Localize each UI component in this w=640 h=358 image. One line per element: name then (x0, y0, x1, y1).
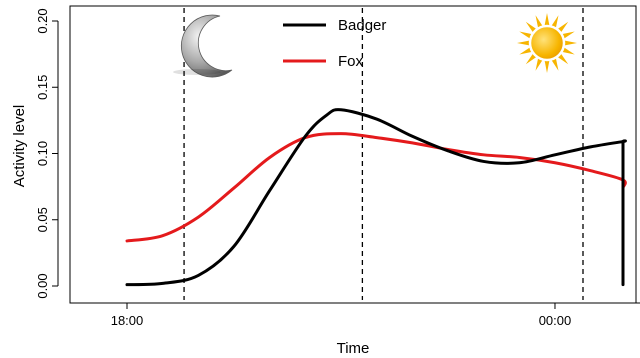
y-axis: 0.00 0.05 0.10 0.15 0.20 (35, 8, 59, 299)
legend: Badger Fox (283, 17, 386, 70)
x-tick-label: 18:00 (111, 313, 144, 328)
sun-ray (562, 31, 575, 39)
series-line-badger (125, 108, 627, 287)
sun-ray (557, 53, 569, 65)
x-axis-title: Time (337, 340, 370, 357)
x-tick-label: 00:00 (539, 313, 572, 328)
y-tick-label: 0.10 (35, 141, 50, 166)
moon-icon (173, 14, 233, 78)
sun-ray (544, 60, 550, 73)
sun-ray (557, 21, 569, 33)
sun-ray (562, 47, 575, 55)
y-tick-label: 0.20 (35, 8, 50, 33)
sun-ray (564, 40, 577, 46)
sun-icon (517, 13, 577, 73)
series-lines (125, 108, 627, 287)
sun-ray (517, 40, 530, 46)
sun-ray (519, 31, 532, 39)
sun-ray (551, 58, 559, 71)
legend-item-badger: Badger (283, 17, 386, 34)
legend-item-fox: Fox (283, 53, 364, 70)
sun-ray (519, 47, 532, 55)
day-night-boundaries (183, 8, 584, 300)
y-tick-label: 0.05 (35, 207, 50, 232)
sun-ray (544, 13, 550, 26)
y-axis-title: Activity level (11, 105, 28, 188)
series-line-fox (125, 132, 627, 259)
y-tick-label: 0.00 (35, 273, 50, 298)
sun-ray (535, 15, 543, 28)
legend-label-badger: Badger (338, 17, 386, 34)
sun-ray (525, 21, 537, 33)
sun-ray (551, 15, 559, 28)
legend-label-fox: Fox (338, 53, 364, 70)
y-tick-label: 0.15 (35, 75, 50, 100)
sun-ray (535, 58, 543, 71)
sun-ray (525, 53, 537, 65)
